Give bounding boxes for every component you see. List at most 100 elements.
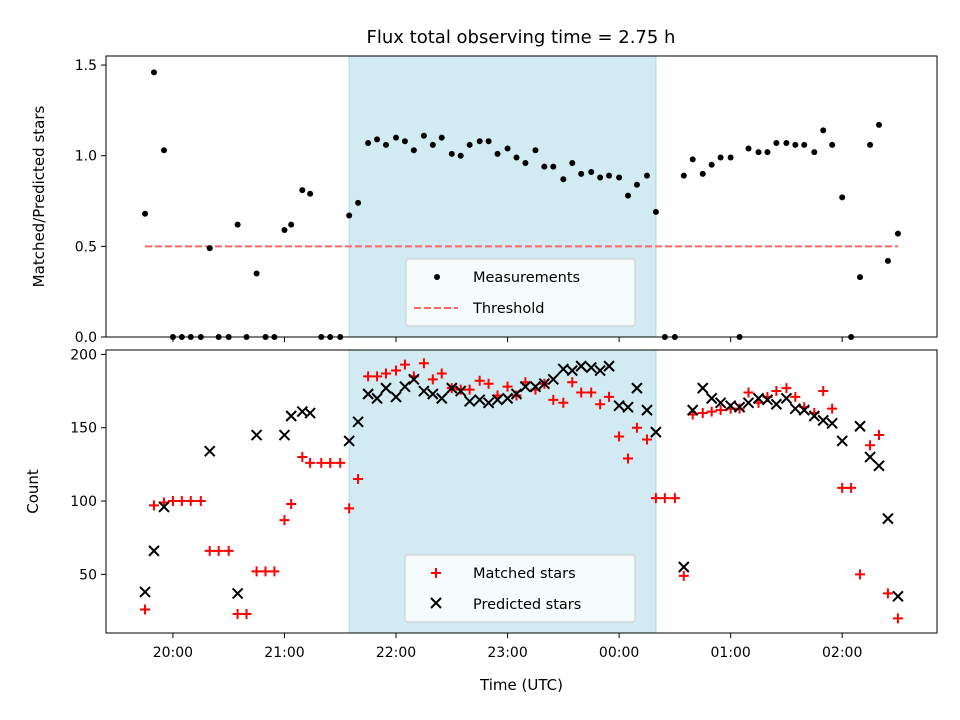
measurement-point	[875, 121, 882, 128]
measurement-point	[522, 159, 529, 166]
measurement-point	[161, 147, 168, 154]
matched-star-point	[241, 608, 252, 619]
predicted-star-point	[678, 561, 690, 573]
predicted-star-point	[352, 416, 364, 428]
y-tick-label: 1.5	[75, 58, 97, 74]
matched-star-point	[464, 384, 475, 395]
predicted-star-point	[613, 400, 625, 412]
matched-star-point	[650, 493, 661, 504]
measurement-point	[307, 190, 314, 197]
x-tick-label: 02:00	[822, 645, 862, 661]
measurement-point	[504, 145, 511, 152]
matched-star-point	[418, 358, 429, 369]
measurement-point	[588, 169, 595, 176]
measurement-point	[513, 154, 520, 161]
legend-box	[404, 554, 636, 623]
measurement-point	[466, 141, 473, 148]
matched-star-point	[251, 566, 262, 577]
predicted-star-point	[641, 404, 653, 416]
predicted-star-point	[705, 392, 718, 405]
bottom-y-axis-label: Count	[24, 469, 42, 514]
matched-star-point	[297, 452, 308, 463]
x-axis-label: Time (UTC)	[479, 676, 563, 694]
matched-star-point	[372, 371, 383, 382]
matched-star-point	[176, 496, 187, 507]
matched-star-point	[827, 403, 838, 414]
matched-star-point	[706, 406, 717, 417]
matched-star-point	[213, 545, 224, 556]
matched-star-point	[305, 457, 316, 468]
predicted-star-point	[463, 395, 476, 408]
measurement-point	[829, 141, 836, 148]
predicted-star-point	[892, 590, 904, 603]
chart-title: Flux total observing time = 2.75 h	[367, 27, 676, 48]
measurement-point	[142, 210, 149, 217]
matched-star-point	[743, 387, 754, 398]
predicted-star-point	[538, 378, 551, 390]
y-tick-label: 50	[79, 567, 97, 583]
matched-star-point	[558, 397, 569, 408]
x-tick-label: 21:00	[264, 645, 304, 661]
legend-marker-predicted	[430, 597, 442, 609]
matched-star-point	[631, 422, 642, 433]
measurement-point	[625, 192, 632, 199]
legend-label: Threshold	[472, 301, 544, 317]
predicted-star-point	[204, 445, 216, 457]
predicted-star-point	[742, 397, 755, 409]
matched-star-point	[771, 386, 782, 397]
measurement-point	[680, 172, 687, 179]
predicted-star-point	[697, 382, 709, 394]
matched-star-point	[641, 434, 652, 445]
matched-star-point	[614, 431, 625, 442]
matched-star-point	[882, 588, 893, 599]
predicted-star-point	[770, 398, 783, 410]
matched-star-point	[474, 375, 485, 386]
predicted-star-point	[724, 400, 737, 412]
measurement-point	[150, 69, 157, 76]
measurement-point	[857, 274, 864, 281]
top-axes-frame	[105, 55, 938, 338]
predicted-star-point	[519, 380, 532, 393]
measurement-point	[288, 221, 295, 228]
top-y-axis-label: Matched/Predicted stars	[30, 106, 48, 288]
measurement-point	[578, 170, 585, 177]
measurement-point	[633, 181, 640, 188]
matched-star-point	[669, 493, 680, 504]
legend-marker-measurements	[434, 274, 440, 280]
predicted-star-point	[510, 388, 523, 400]
x-tick-label: 23:00	[487, 645, 527, 661]
predicted-star-point	[343, 435, 355, 447]
ratio-panel: 0.0 0.5 1.0 1.5 Matched/Predicted stars Mea…	[30, 55, 938, 346]
predicted-star-point	[882, 512, 894, 525]
matched-star-point	[865, 440, 876, 451]
predicted-star-point	[371, 392, 383, 405]
matched-star-point	[344, 503, 355, 514]
bottom-axes-frame	[105, 349, 938, 634]
measurement-point	[550, 163, 557, 170]
predicted-star-point	[278, 429, 291, 441]
measurement-point	[839, 194, 846, 201]
predicted-star-point	[547, 373, 559, 386]
x-tick-label: 22:00	[376, 645, 416, 661]
predicted-star-point	[789, 402, 802, 415]
measurement-point	[755, 149, 762, 156]
matched-star-point	[483, 378, 494, 389]
matched-star-point	[790, 391, 801, 402]
matched-star-point	[204, 545, 215, 556]
measurement-point	[420, 132, 427, 139]
measurement-point	[476, 138, 483, 145]
predicted-star-point	[158, 501, 170, 513]
measurement-point	[532, 147, 539, 154]
x-tick-label: 01:00	[710, 645, 750, 661]
measurement-point	[206, 245, 213, 252]
measurement-point	[365, 140, 372, 147]
predicted-star-point	[854, 420, 866, 432]
matched-star-point	[623, 453, 634, 464]
measurement-points	[142, 69, 901, 340]
matched-star-point	[353, 474, 364, 485]
legend-marker-matched	[431, 568, 441, 578]
legend-label: Predicted stars	[473, 597, 581, 613]
matched-star-point	[223, 545, 234, 556]
measurement-point	[727, 154, 734, 161]
matched-star-point	[260, 566, 271, 577]
